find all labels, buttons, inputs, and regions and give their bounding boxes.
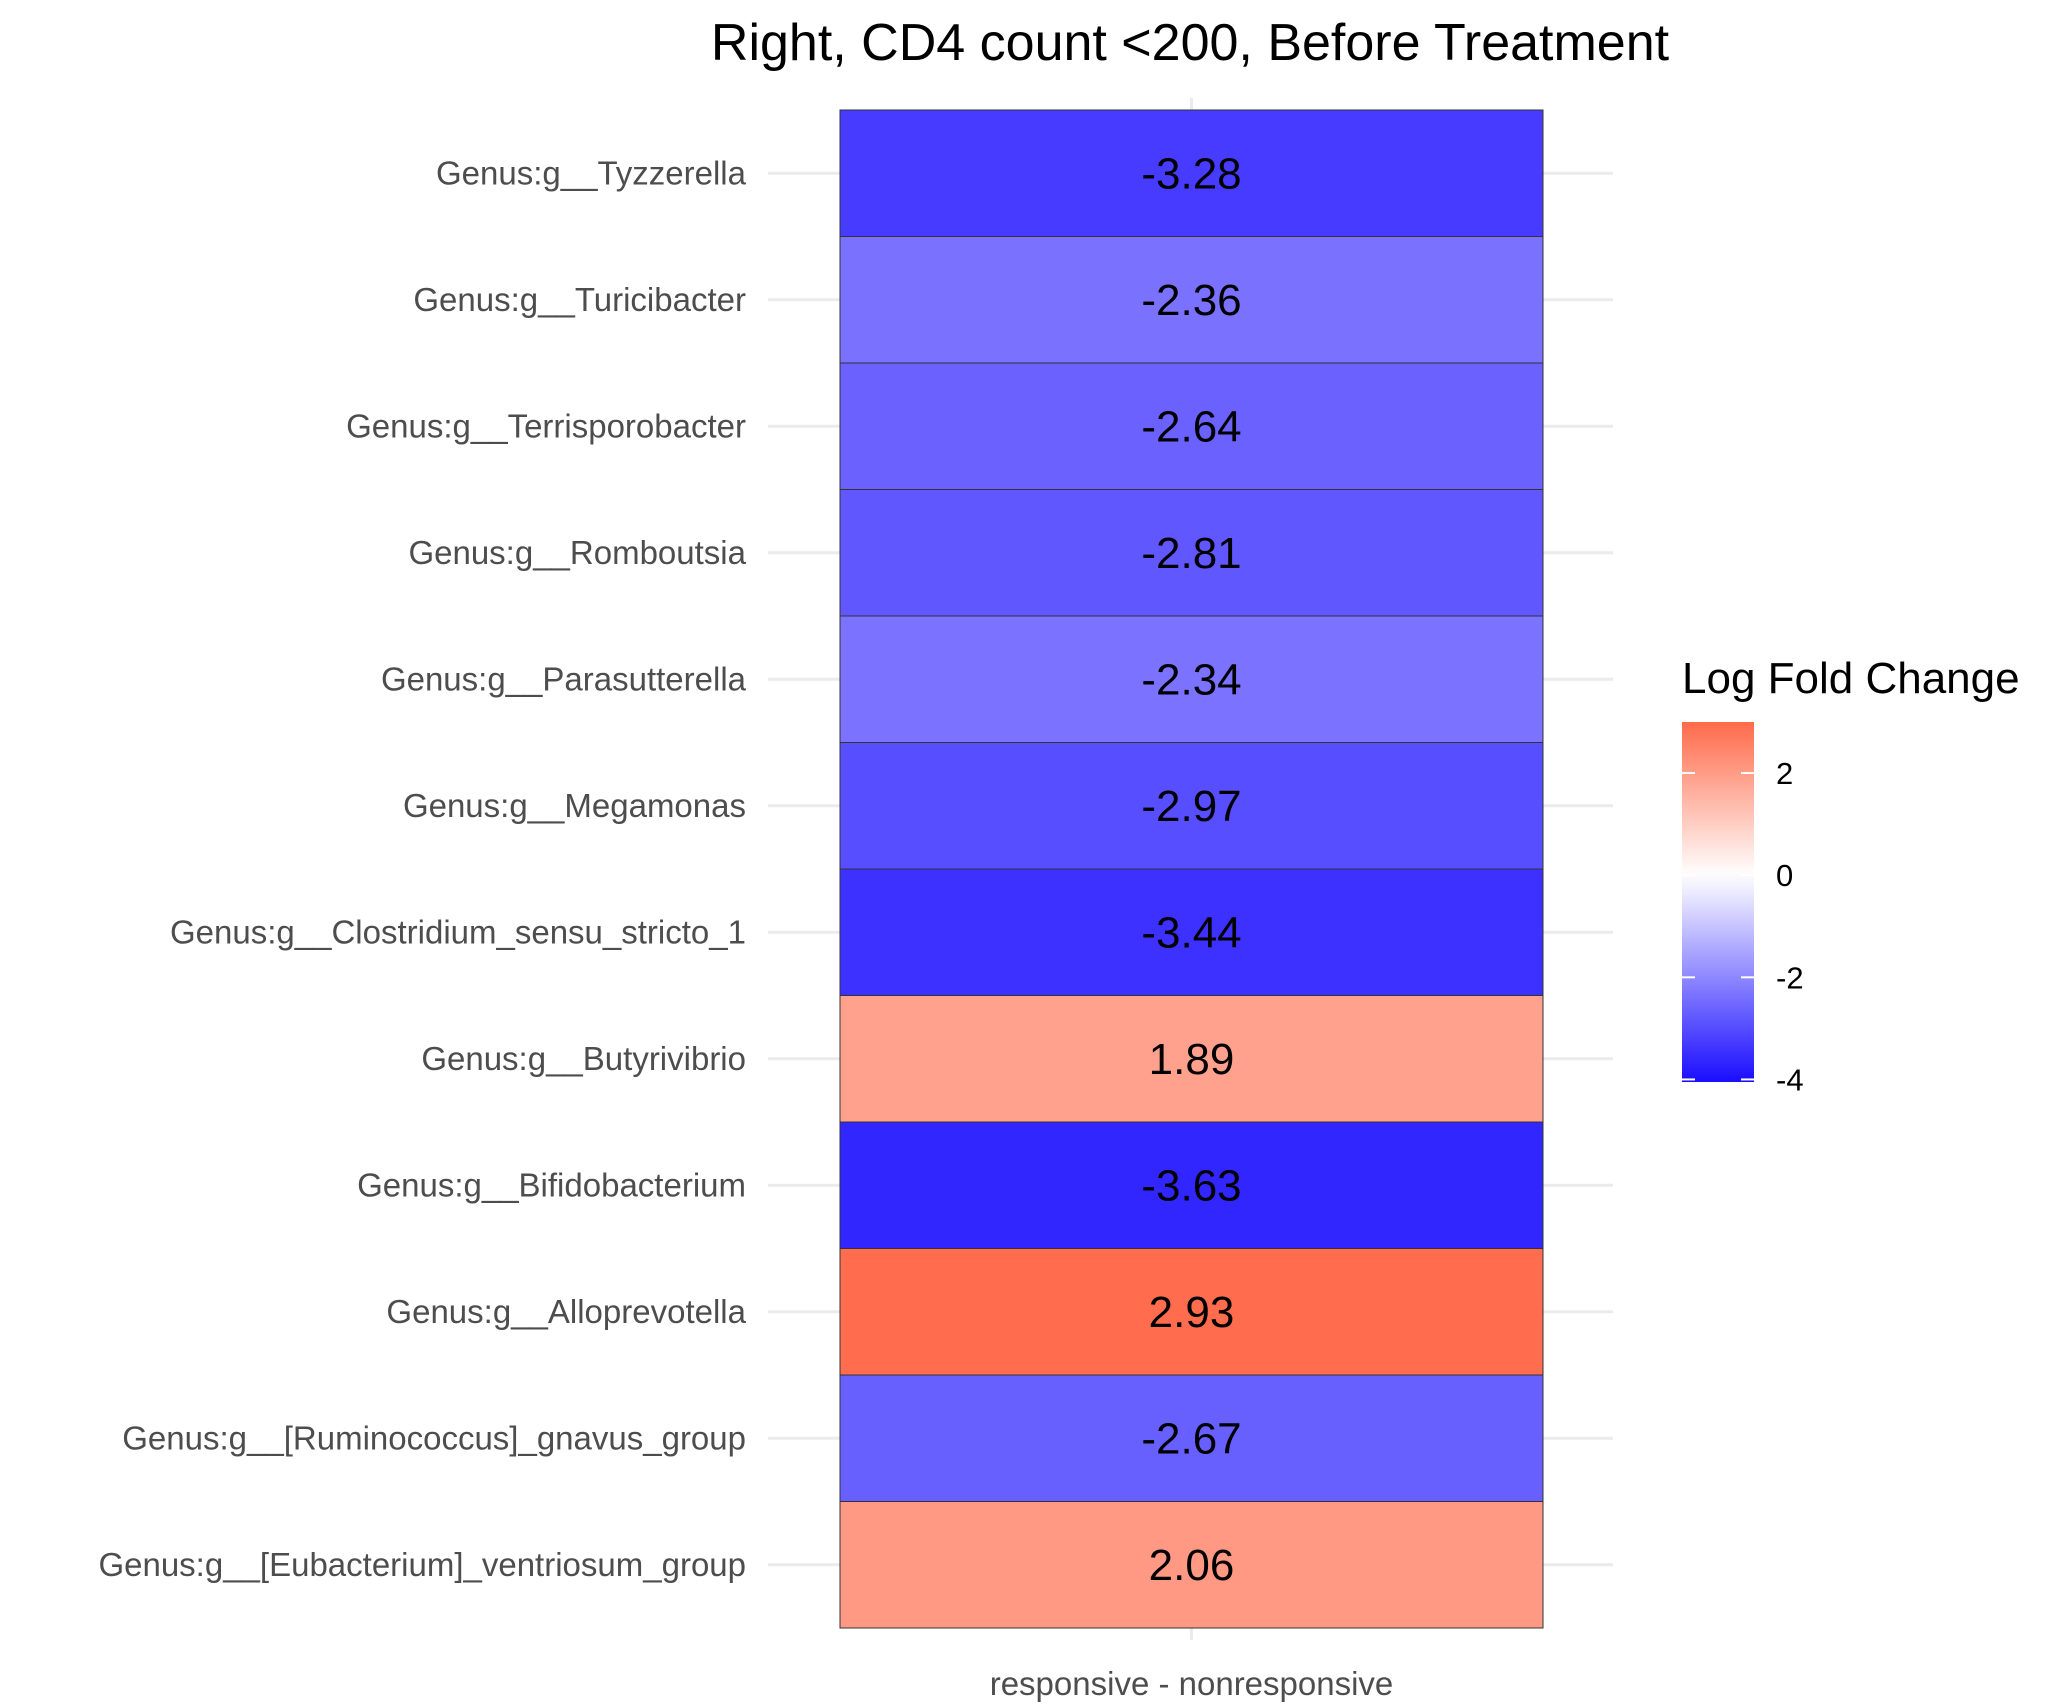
- heatmap-cell: [839, 109, 1544, 237]
- heatmap-cell: [839, 489, 1544, 617]
- y-tick-label: Genus:g__[Ruminococcus]_gnavus_group: [122, 1419, 746, 1456]
- cell-value-label: 2.93: [1149, 1288, 1235, 1337]
- heatmap-cells: -3.28 -2.36 -2.64 -2.81 -2.34 -2.97 -3.44 1.89 -…: [839, 109, 1544, 1629]
- legend-tick-label: -4: [1776, 1062, 1804, 1097]
- heatmap-cell: [839, 236, 1544, 364]
- cell-value-label: -2.36: [1141, 276, 1241, 325]
- y-tick-label: Genus:g__Tyzzerella: [436, 154, 747, 191]
- heatmap-cell: [839, 995, 1544, 1123]
- cell-value-label: -2.64: [1141, 402, 1241, 451]
- heatmap-cell: [839, 1248, 1544, 1376]
- heatmap-cell: [839, 615, 1544, 743]
- cell-value-label: 2.06: [1149, 1541, 1235, 1590]
- legend-tick-label: 0: [1776, 858, 1793, 893]
- legend-title: Log Fold Change: [1682, 654, 2020, 703]
- cell-value-label: 1.89: [1149, 1035, 1235, 1084]
- cell-value-label: -2.34: [1141, 655, 1241, 704]
- heatmap-cell: [839, 362, 1544, 490]
- y-tick-label: Genus:g__Parasutterella: [381, 660, 747, 697]
- legend-tick-label: -2: [1776, 960, 1804, 995]
- heatmap-cell: [839, 1374, 1544, 1502]
- y-tick-label: Genus:g__Alloprevotella: [386, 1293, 746, 1330]
- y-tick-label: Genus:g__Butyrivibrio: [421, 1040, 746, 1077]
- x-tick-label: responsive - nonresponsive: [990, 1665, 1394, 1702]
- y-tick-label: Genus:g__Romboutsia: [408, 534, 746, 571]
- heatmap-cell: [839, 868, 1544, 996]
- y-tick-label: Genus:g__Terrisporobacter: [346, 407, 746, 444]
- y-tick-label: Genus:g__[Eubacterium]_ventriosum_group: [98, 1546, 746, 1583]
- chart-title: Right, CD4 count <200, Before Treatment: [711, 14, 1670, 72]
- cell-value-label: -2.81: [1141, 529, 1241, 578]
- x-axis-labels: responsive - nonresponsive: [990, 1665, 1394, 1702]
- legend-tick-label: 2: [1776, 756, 1793, 791]
- cell-value-label: -2.97: [1141, 782, 1241, 831]
- legend-colorbar: [1682, 722, 1754, 1082]
- legend: Log Fold Change 2 0 -2 -4: [1682, 654, 2020, 1097]
- cell-value-label: -3.63: [1141, 1161, 1241, 1210]
- y-tick-label: Genus:g__Clostridium_sensu_stricto_1: [170, 913, 746, 950]
- y-tick-label: Genus:g__Megamonas: [403, 787, 746, 824]
- y-axis-labels: Genus:g__Tyzzerella Genus:g__Turicibacter…: [98, 154, 746, 1583]
- cell-value-label: -2.67: [1141, 1414, 1241, 1463]
- heatmap-cell: [839, 1121, 1544, 1249]
- cell-value-label: -3.28: [1141, 149, 1241, 198]
- y-tick-label: Genus:g__Bifidobacterium: [357, 1166, 746, 1203]
- y-tick-label: Genus:g__Turicibacter: [413, 281, 746, 318]
- cell-value-label: -3.44: [1141, 908, 1241, 957]
- heatmap-cell: [839, 1501, 1544, 1629]
